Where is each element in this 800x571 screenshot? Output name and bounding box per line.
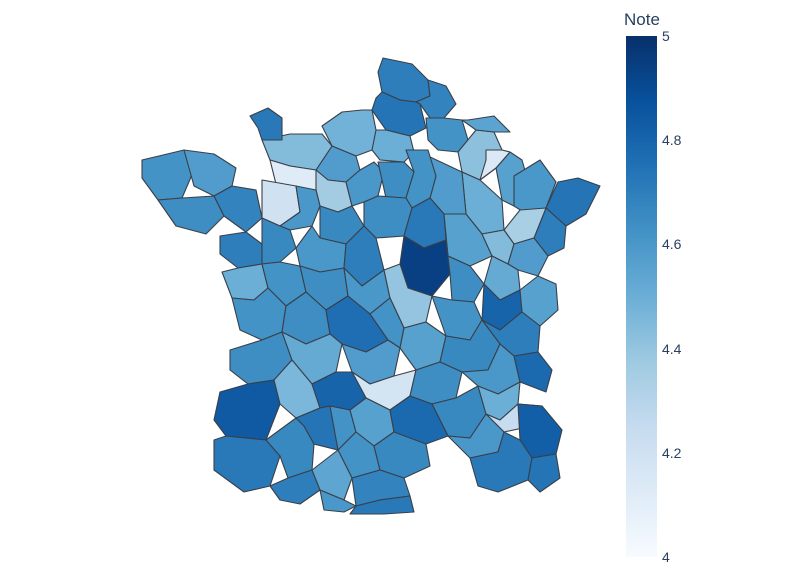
department-hautes-pyrenees[interactable]: [269, 469, 321, 505]
department-var[interactable]: [527, 453, 561, 493]
colorbar-tick-label: 4.2: [662, 444, 682, 461]
department-saone-et-loire[interactable]: [445, 239, 485, 303]
department-hautes-alpes[interactable]: [513, 351, 553, 393]
department-landes[interactable]: [213, 379, 281, 441]
department-haute-garonne[interactable]: [311, 449, 353, 501]
department-ardennes[interactable]: [461, 115, 511, 133]
department-ille-et-vilaine[interactable]: [213, 185, 263, 233]
colorbar-tick-label: 5: [662, 28, 670, 44]
department-manche[interactable]: [249, 107, 283, 141]
department-morbihan[interactable]: [157, 195, 225, 235]
colorbar-tick-label: 4.4: [662, 340, 682, 357]
departments-layer: [141, 57, 601, 515]
colorbar-title: Note: [624, 10, 660, 29]
department-meurthe-et-moselle[interactable]: [479, 149, 511, 181]
department-maine-et-loire[interactable]: [261, 217, 297, 265]
department-ariege[interactable]: [319, 489, 357, 513]
department-somme[interactable]: [371, 91, 427, 137]
colorbar-tick-label: 4.8: [662, 132, 682, 149]
colorbar-tick-label: 4.6: [662, 236, 682, 253]
colorbar-tick-label: 4: [662, 549, 670, 565]
department-pyrenees-orientales[interactable]: [349, 495, 415, 515]
department-sarthe[interactable]: [279, 185, 321, 231]
department-pyrenees-atlantiques[interactable]: [213, 435, 281, 493]
department-loire-atlantique[interactable]: [219, 231, 263, 269]
colorbar: [626, 36, 657, 557]
